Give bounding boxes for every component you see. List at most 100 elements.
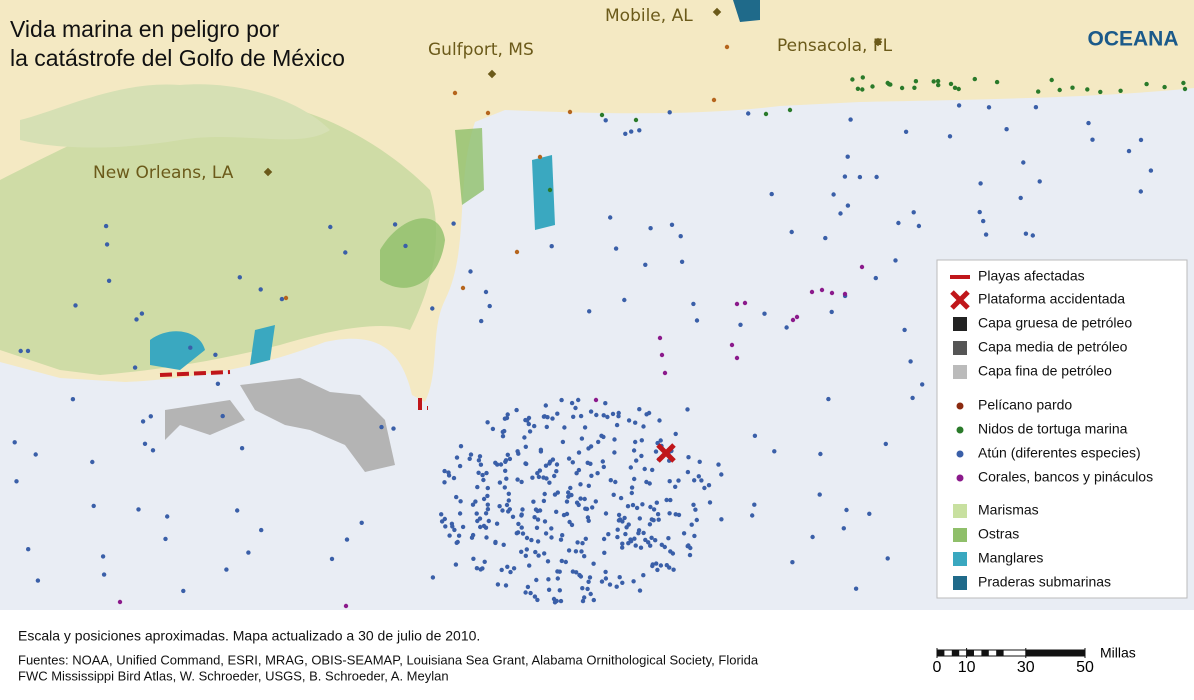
marker-dot xyxy=(430,306,435,311)
dots xyxy=(12,44,1188,609)
marker-dot xyxy=(541,498,547,504)
marker-dot xyxy=(668,497,673,503)
marker-dot xyxy=(641,424,646,429)
marker-dot xyxy=(329,556,335,562)
marker-dot xyxy=(136,507,141,512)
legend-label: Manglares xyxy=(978,550,1043,566)
marker-dot xyxy=(535,508,540,514)
marker-dot xyxy=(481,496,487,502)
marker-dot xyxy=(481,477,486,483)
marker-dot xyxy=(543,403,548,408)
marker-dot xyxy=(911,210,916,215)
marker-dot xyxy=(643,262,648,267)
marker-dot xyxy=(1049,77,1054,83)
marker-dot xyxy=(555,411,560,416)
marker-dot xyxy=(452,527,457,533)
marker-dot xyxy=(90,459,95,465)
marker-dot xyxy=(215,381,221,386)
marker-dot xyxy=(1070,85,1075,90)
marker-dot xyxy=(480,472,485,478)
marker-dot xyxy=(497,480,503,485)
marker-dot xyxy=(545,559,551,564)
marker-dot xyxy=(750,513,755,518)
marker-dot xyxy=(646,540,651,545)
marker-dot xyxy=(654,500,659,505)
marker-dot xyxy=(1148,168,1154,173)
marker-dot xyxy=(838,211,843,216)
marker-dot xyxy=(611,492,616,497)
marker-dot xyxy=(648,543,653,548)
marker-dot xyxy=(181,588,186,594)
marker-dot xyxy=(601,464,606,470)
marker-dot xyxy=(571,414,576,419)
marker-dot xyxy=(542,491,547,497)
affected-beaches xyxy=(159,370,428,410)
marker-dot xyxy=(519,479,524,485)
marker-dot xyxy=(599,433,604,438)
marker-dot xyxy=(657,418,662,423)
marker-dot xyxy=(580,598,586,604)
marker-dot xyxy=(810,534,815,540)
marker-dot xyxy=(593,499,598,504)
marker-dot xyxy=(344,537,350,542)
marker-dot xyxy=(762,311,767,316)
marker-dot xyxy=(601,536,607,542)
marker-dot xyxy=(1144,81,1149,87)
marker-dot xyxy=(936,82,941,88)
marker-dot xyxy=(454,494,459,500)
marker-dot xyxy=(977,209,982,215)
marker-dot xyxy=(485,420,490,425)
marker-dot xyxy=(629,485,635,490)
marker-dot xyxy=(283,295,289,301)
marker-dot xyxy=(1030,233,1036,238)
marker-dot xyxy=(784,325,789,330)
marker-dot xyxy=(550,457,556,462)
marker-dot xyxy=(134,317,139,322)
marker-dot xyxy=(165,514,170,519)
marker-dot xyxy=(541,414,547,419)
marker-dot xyxy=(842,174,848,179)
marker-dot xyxy=(523,444,528,449)
marker-dot xyxy=(689,522,694,527)
marker-dot xyxy=(485,502,490,507)
marker-dot xyxy=(524,547,529,552)
marker-dot xyxy=(578,413,584,419)
marker-dot xyxy=(696,474,701,479)
marker-dot xyxy=(103,223,109,229)
platform xyxy=(656,443,676,463)
marker-dot xyxy=(555,490,560,495)
marker-dot xyxy=(600,459,605,464)
marker-dot xyxy=(582,496,587,502)
marker-dot xyxy=(449,521,455,526)
marker-dot xyxy=(495,582,501,587)
marker-dot xyxy=(533,549,538,555)
marker-dot xyxy=(913,79,919,84)
marker-dot xyxy=(558,598,564,604)
marker-dot xyxy=(479,318,484,324)
marker-dot xyxy=(857,174,863,180)
marker-dot xyxy=(874,174,879,180)
marker-dot xyxy=(587,309,592,314)
legend-label: Praderas submarinas xyxy=(978,574,1111,590)
marker-dot xyxy=(500,508,505,513)
mangroves xyxy=(532,155,555,230)
marker-dot xyxy=(633,117,639,123)
marker-dot xyxy=(343,250,348,255)
marker-dot xyxy=(956,103,962,108)
marker-dot xyxy=(860,75,865,80)
marker-dot xyxy=(667,479,672,484)
marker-dot xyxy=(605,414,610,420)
city-marker xyxy=(263,167,273,177)
marker-dot xyxy=(452,90,458,96)
legend: Playas afectadas Plataforma accidentada Ca… xyxy=(950,268,1153,590)
marker-dot xyxy=(1126,148,1132,154)
marker-dot xyxy=(670,551,676,556)
legend-label: Playas afectadas xyxy=(978,268,1085,284)
marker-dot xyxy=(588,409,594,414)
marker-dot xyxy=(505,564,510,569)
marker-dot xyxy=(523,553,528,558)
marker-dot xyxy=(25,348,31,354)
marker-dot xyxy=(667,110,672,115)
marker-dot xyxy=(477,454,483,459)
marker-dot xyxy=(601,413,606,418)
